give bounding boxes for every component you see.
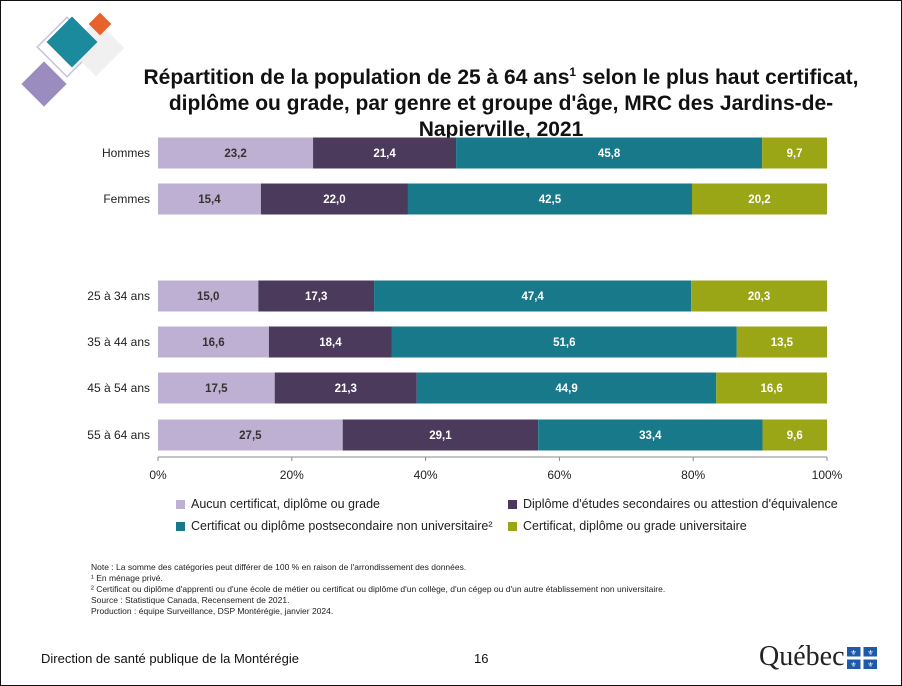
x-tick-label: 80% (681, 468, 705, 482)
data-label: 33,4 (639, 430, 662, 442)
data-label: 9,7 (787, 148, 803, 160)
data-label: 47,4 (521, 291, 544, 303)
bar-segment (716, 372, 827, 404)
data-label: 20,3 (748, 291, 770, 303)
data-label: 17,5 (205, 383, 228, 395)
category-label: 35 à 44 ans (87, 335, 150, 349)
data-label: 22,0 (323, 194, 345, 206)
data-label: 15,0 (197, 291, 219, 303)
legend-label: Certificat ou diplôme postsecondaire non… (191, 519, 493, 533)
bar-segment (158, 372, 275, 404)
bar-segment (158, 183, 261, 215)
quebec-logo-text: Québec (759, 641, 845, 672)
bar-segment (313, 137, 457, 169)
title-line2: diplôme ou grade, par genre et groupe d'… (168, 92, 834, 141)
data-label: 21,4 (373, 148, 396, 160)
legend-item-universitaire: Certificat, diplôme ou grade universitai… (508, 519, 747, 533)
svg-text:⚜: ⚜ (850, 661, 856, 669)
svg-text:⚜: ⚜ (867, 649, 873, 657)
legend-label: Aucun certificat, diplôme ou grade (191, 497, 380, 511)
svg-text:⚜: ⚜ (850, 649, 856, 657)
data-label: 16,6 (760, 383, 782, 395)
bar-segment (260, 183, 408, 215)
data-label: 18,4 (319, 337, 342, 349)
category-label: 55 à 64 ans (87, 428, 150, 442)
legend-label: Certificat, diplôme ou grade universitai… (523, 519, 747, 533)
category-label: Femmes (103, 192, 150, 206)
bar-segment (538, 419, 763, 451)
legend-swatch (508, 499, 517, 509)
page-number: 16 (474, 651, 489, 666)
category-label: 45 à 54 ans (87, 381, 150, 395)
legend-swatch (176, 521, 185, 531)
bar-segment (274, 372, 417, 404)
data-label: 29,1 (429, 430, 452, 442)
bar-segment (391, 326, 737, 358)
x-tick-label: 20% (280, 468, 304, 482)
bar-segment (456, 137, 763, 169)
bar-segment (691, 183, 827, 215)
legend-swatch (508, 521, 517, 531)
data-label: 21,3 (335, 383, 357, 395)
bar-segment (158, 419, 343, 451)
note-line: ² Certificat ou diplôme d'apprenti ou d'… (91, 584, 666, 594)
data-label: 13,5 (771, 337, 794, 349)
category-label: Hommes (102, 146, 150, 160)
title-footnote-marker: 1 (569, 65, 577, 79)
data-label: 44,9 (555, 383, 577, 395)
data-label: 23,2 (224, 148, 246, 160)
bar-segment (268, 326, 392, 358)
category-label: 25 à 34 ans (87, 289, 150, 303)
data-label: 45,8 (598, 148, 621, 160)
data-label: 51,6 (553, 337, 575, 349)
data-label: 16,6 (202, 337, 224, 349)
note-line: Source : Statistique Canada, Recensement… (91, 595, 290, 605)
bar-segment (736, 326, 827, 358)
bar-segment (158, 280, 259, 312)
data-label: 42,5 (539, 194, 562, 206)
data-label: 20,2 (748, 194, 770, 206)
x-tick-label: 100% (812, 468, 843, 482)
x-tick-label: 60% (547, 468, 571, 482)
data-label: 27,5 (239, 430, 262, 442)
title-line1-rest: selon le plus haut certificat, (576, 66, 859, 89)
x-tick-label: 40% (414, 468, 438, 482)
legend-swatch (176, 499, 185, 509)
bar-segment (762, 137, 827, 169)
title-line1: Répartition de la population de 25 à 64 … (143, 66, 570, 89)
data-label: 17,3 (305, 291, 327, 303)
stacked-bar-chart: Hommes 23,2 21,4 45,8 9,7 Femmes 15,4 22,0 42,5 2… (87, 137, 843, 482)
footnotes: Note : La somme des catégories peut diff… (91, 562, 665, 617)
bar-segment (258, 280, 375, 312)
bar-segment (762, 419, 827, 451)
legend-item-aucun: Aucun certificat, diplôme ou grade (176, 497, 380, 511)
svg-text:⚜: ⚜ (867, 661, 873, 669)
note-line: ¹ En ménage privé. (91, 573, 163, 583)
fleur-de-lis-flag-icon: ⚜ ⚜ ⚜ ⚜ (847, 647, 877, 669)
footer-organization: Direction de santé publique de la Montér… (41, 651, 300, 666)
data-label: 15,4 (198, 194, 221, 206)
bar-segment (407, 183, 692, 215)
data-label: 9,6 (787, 430, 803, 442)
decorative-diamonds-logo (21, 12, 125, 107)
bar-segment (374, 280, 692, 312)
bar-segment (342, 419, 539, 451)
legend-item-postsecondaire: Certificat ou diplôme postsecondaire non… (176, 519, 493, 533)
bar-segment (158, 137, 314, 169)
legend-item-secondaire: Diplôme d'études secondaires ou attestio… (508, 497, 838, 511)
bar-segment (416, 372, 717, 404)
note-line: Production : équipe Surveillance, DSP Mo… (91, 606, 334, 616)
x-tick-label: 0% (149, 468, 167, 482)
bar-segment (158, 326, 269, 358)
note-line: Note : La somme des catégories peut diff… (91, 562, 467, 572)
chart-title: Répartition de la population de 25 à 64 … (131, 59, 871, 143)
bar-segment (691, 280, 827, 312)
legend-label: Diplôme d'études secondaires ou attestio… (523, 497, 838, 511)
